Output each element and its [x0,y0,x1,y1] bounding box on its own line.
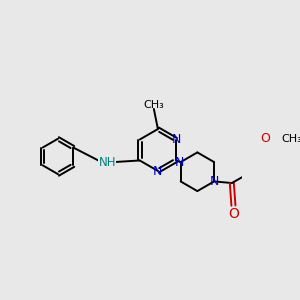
Text: N: N [210,175,220,188]
Text: N: N [172,133,182,146]
Text: CH₃: CH₃ [282,134,300,144]
Text: CH₃: CH₃ [143,100,164,110]
Text: N: N [153,165,163,178]
Text: O: O [228,207,239,220]
Text: NH: NH [98,156,116,169]
Text: O: O [260,132,270,145]
Text: N: N [175,156,184,169]
